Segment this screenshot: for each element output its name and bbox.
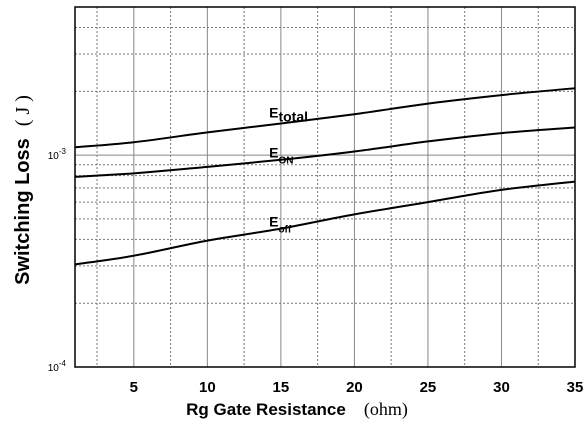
series-label-sub: ON: [278, 156, 293, 167]
x-tick-label: 25: [420, 379, 437, 396]
x-tick-label: 10: [199, 379, 216, 396]
y-tick-label: 10-3: [48, 147, 67, 162]
series-label-0: Etotal: [269, 104, 308, 124]
plot-frame: [74, 6, 576, 368]
curves: [74, 87, 576, 266]
x-tick-label: 30: [493, 379, 510, 396]
y-axis-title: Switching Loss ( J ): [12, 95, 34, 285]
series-label-sub: off: [278, 224, 291, 235]
x-tick-label: 5: [130, 379, 138, 396]
series-label-1: EON: [269, 145, 293, 167]
series-line-1: [74, 126, 576, 178]
x-tick-label: 20: [346, 379, 363, 396]
series-label-2: Eoff: [269, 213, 292, 235]
grid: [75, 7, 575, 367]
series-label-main: E: [269, 213, 278, 229]
series-label-sub: total: [278, 108, 308, 124]
x-axis-title: Rg Gate Resistance (ohm): [186, 399, 408, 420]
series-line-2: [74, 180, 576, 266]
series-label-main: E: [269, 104, 278, 120]
y-tick-label: 10-4: [48, 359, 67, 374]
y-axis-title-text: Switching Loss: [12, 138, 34, 285]
y-tick-labels: 10-3 10-4: [48, 147, 67, 374]
x-axis-unit: (ohm): [364, 399, 408, 420]
x-tick-labels: 5 10 15 20 25 30 35: [130, 379, 584, 396]
series-label-main: E: [269, 145, 278, 161]
series-line-0: [74, 87, 576, 149]
x-tick-label: 15: [273, 379, 290, 396]
x-axis-title-text: Rg Gate Resistance: [186, 400, 346, 419]
y-axis-unit: ( J ): [12, 95, 34, 126]
x-tick-label: 35: [567, 379, 584, 396]
